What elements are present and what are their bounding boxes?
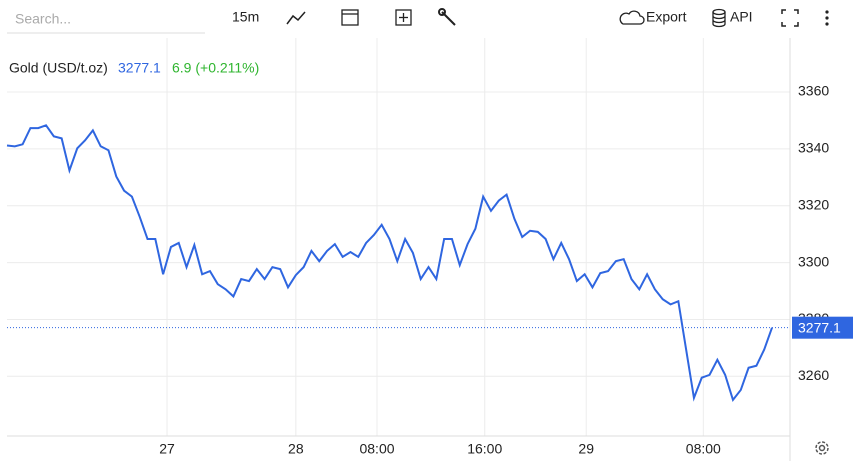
y-tick-label: 3320 — [798, 196, 829, 212]
x-tick-label: 08:00 — [359, 441, 394, 457]
x-tick-label: 29 — [578, 441, 594, 457]
menu-icon[interactable] — [825, 10, 829, 26]
x-tick-label: 16:00 — [467, 441, 502, 457]
chart-type-icon[interactable] — [286, 11, 306, 25]
settings-icon[interactable] — [815, 441, 829, 455]
y-tick-label: 3340 — [798, 140, 829, 156]
x-tick-label: 28 — [288, 441, 304, 457]
last-price-label: 3277.1 — [798, 319, 841, 335]
search-input[interactable]: Search... — [15, 11, 71, 27]
y-tick-label: 3360 — [798, 83, 829, 99]
add-icon[interactable] — [395, 9, 412, 26]
last-price-box — [792, 316, 853, 339]
plot-area — [6, 38, 790, 436]
y-tick-label: 3260 — [798, 367, 829, 383]
legend-price: 3277.1 — [118, 60, 161, 76]
calendar-icon[interactable] — [341, 9, 359, 26]
fullscreen-icon[interactable] — [781, 9, 799, 27]
y-tick-label: 3300 — [798, 253, 829, 269]
x-tick-label: 08:00 — [686, 441, 721, 457]
tools-icon[interactable] — [438, 8, 456, 26]
api-button[interactable]: API — [730, 9, 753, 25]
export-button[interactable]: Export — [646, 9, 687, 25]
interval-button[interactable]: 15m — [232, 9, 259, 25]
legend-change: 6.9 (+0.211%) — [172, 60, 259, 76]
x-tick-label: 27 — [159, 441, 175, 457]
legend-name: Gold (USD/t.oz) — [9, 60, 108, 76]
export-icon[interactable] — [619, 10, 645, 25]
price-line — [6, 124, 773, 403]
api-icon[interactable] — [712, 8, 726, 28]
